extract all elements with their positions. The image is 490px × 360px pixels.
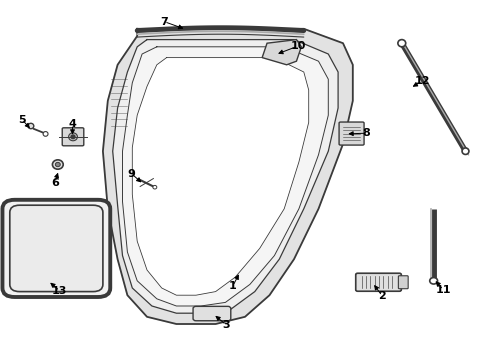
Ellipse shape <box>153 185 157 189</box>
Text: 11: 11 <box>436 285 451 295</box>
Text: 3: 3 <box>222 320 230 330</box>
Text: 5: 5 <box>18 114 26 125</box>
Ellipse shape <box>71 135 75 139</box>
FancyBboxPatch shape <box>193 306 231 321</box>
Polygon shape <box>103 29 353 324</box>
Ellipse shape <box>55 162 60 167</box>
FancyBboxPatch shape <box>339 122 364 145</box>
Text: 10: 10 <box>290 41 306 51</box>
Text: 4: 4 <box>69 119 76 129</box>
FancyBboxPatch shape <box>398 276 408 289</box>
Ellipse shape <box>398 40 406 47</box>
Text: 9: 9 <box>127 168 135 179</box>
Text: 7: 7 <box>160 17 168 27</box>
Ellipse shape <box>430 278 438 284</box>
Ellipse shape <box>462 148 469 154</box>
Text: 12: 12 <box>415 76 430 86</box>
FancyBboxPatch shape <box>62 128 84 146</box>
Polygon shape <box>262 40 301 65</box>
Text: 6: 6 <box>51 178 59 188</box>
FancyBboxPatch shape <box>2 200 110 297</box>
Ellipse shape <box>69 133 77 141</box>
Ellipse shape <box>52 160 63 169</box>
Text: 1: 1 <box>229 281 237 291</box>
FancyBboxPatch shape <box>10 205 103 292</box>
Text: 13: 13 <box>52 286 68 296</box>
Text: 8: 8 <box>363 128 370 138</box>
Polygon shape <box>122 47 328 306</box>
Polygon shape <box>113 40 338 313</box>
Polygon shape <box>132 58 309 295</box>
FancyBboxPatch shape <box>356 273 401 291</box>
Ellipse shape <box>43 131 48 136</box>
Ellipse shape <box>28 123 34 129</box>
Text: 2: 2 <box>378 291 386 301</box>
